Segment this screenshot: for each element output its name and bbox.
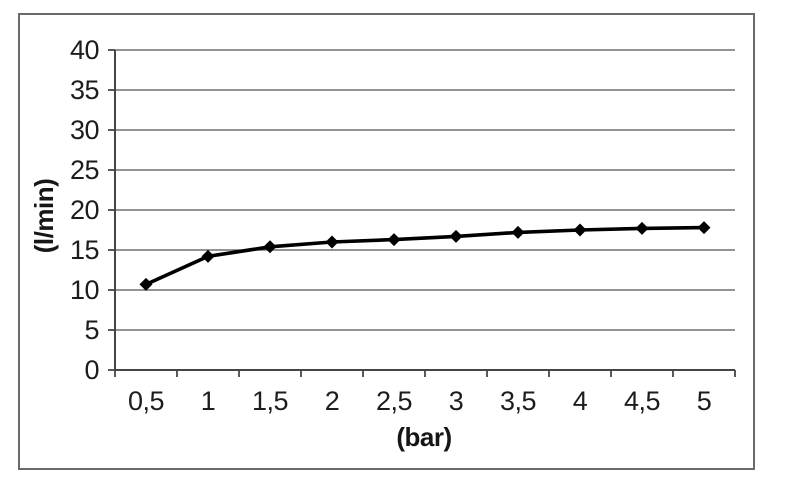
y-tick-label: 40 [69,35,100,65]
x-tick-label: 5 [696,386,712,416]
data-point-marker [449,229,463,243]
y-tick-label: 25 [69,155,100,185]
x-tick-label: 2 [324,386,340,416]
data-point-marker [511,225,525,239]
data-point-marker [635,221,649,235]
x-tick-label: 2,5 [375,386,413,416]
series-line [145,225,705,287]
y-tick-label: 35 [69,75,100,105]
y-tick-label: 0 [84,355,99,385]
x-tick-label: 3,5 [499,386,537,416]
data-point-marker [325,235,339,249]
x-tick-label: 3 [448,386,464,416]
x-tick-label: 0,5 [127,386,165,416]
data-point-marker [201,249,215,263]
x-tick-label: 4,5 [623,386,661,416]
data-point-marker [697,221,711,235]
data-point-marker [387,233,401,247]
y-tick-label: 15 [69,235,100,265]
x-axis-label: (bar) [396,422,452,452]
y-tick-label: 20 [69,195,100,225]
y-tick-label: 30 [69,115,100,145]
data-point-marker [573,223,587,237]
y-tick-label: 5 [84,315,99,345]
x-tick-label: 4 [572,386,588,416]
data-point-marker [263,240,277,254]
y-tick-label: 10 [69,275,100,305]
data-point-marker [139,277,153,291]
x-tick-label: 1 [200,386,216,416]
x-tick-label: 1,5 [251,386,289,416]
